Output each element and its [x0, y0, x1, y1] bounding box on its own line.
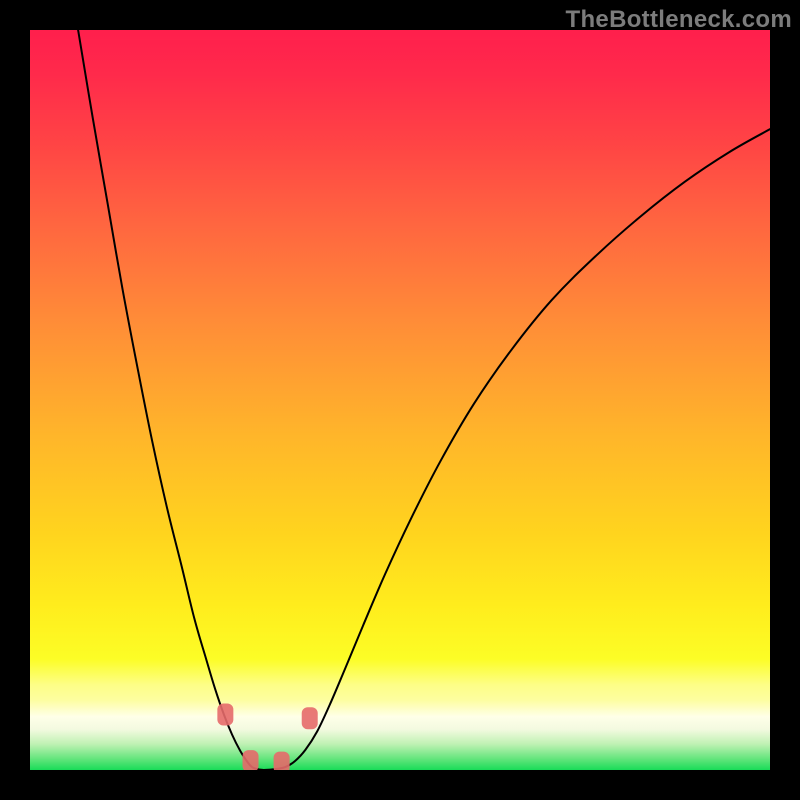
- valley-marker-2: [274, 752, 290, 770]
- gradient-background: [30, 30, 770, 770]
- valley-marker-3: [302, 707, 318, 729]
- valley-marker-1: [243, 750, 259, 770]
- valley-marker-0: [217, 704, 233, 726]
- chart-frame: TheBottleneck.com: [0, 0, 800, 800]
- watermark-text: TheBottleneck.com: [566, 6, 792, 34]
- plot-svg: [30, 30, 770, 770]
- plot-area: [30, 30, 770, 770]
